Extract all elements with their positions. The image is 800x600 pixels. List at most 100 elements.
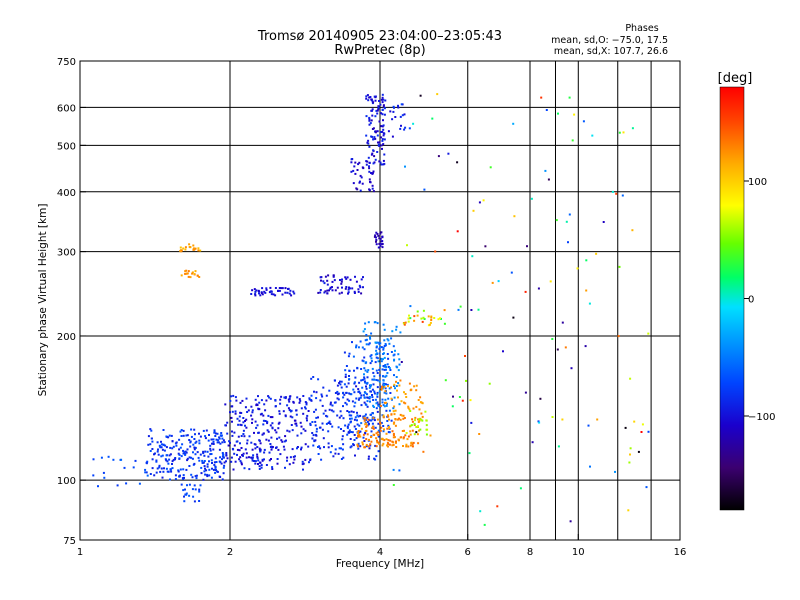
scatter-point — [422, 309, 425, 312]
scatter-point — [182, 434, 185, 437]
scatter-point — [376, 112, 379, 115]
scatter-point — [319, 289, 322, 291]
scatter-point — [258, 401, 261, 404]
scatter-point — [345, 286, 348, 288]
scatter-point — [327, 422, 330, 424]
scatter-point — [340, 447, 342, 450]
scatter-point — [263, 451, 266, 454]
scatter-point — [350, 170, 353, 173]
scatter-point — [379, 405, 382, 407]
scatter-point — [291, 429, 294, 432]
scatter-point — [584, 345, 587, 348]
scatter-point — [344, 424, 347, 427]
scatter-point — [403, 391, 405, 394]
scatter-point — [392, 432, 395, 435]
scatter-point — [378, 343, 381, 346]
scatter-point — [379, 429, 382, 432]
scatter-point — [375, 240, 377, 243]
scatter-point — [236, 448, 239, 451]
scatter-point — [362, 360, 365, 363]
scatter-point — [207, 439, 210, 442]
scatter-point — [382, 159, 385, 162]
scatter-point — [365, 338, 368, 341]
scatter-point — [210, 438, 213, 441]
scatter-point — [371, 184, 374, 187]
scatter-point — [162, 443, 165, 446]
scatter-point — [145, 471, 148, 474]
scatter-point — [359, 180, 361, 183]
scatter-point — [322, 437, 325, 440]
scatter-point — [178, 453, 181, 456]
scatter-point — [329, 403, 332, 406]
scatter-point — [270, 436, 273, 439]
scatter-point — [204, 473, 207, 476]
scatter-point — [239, 411, 242, 414]
scatter-point — [172, 458, 175, 461]
scatter-point — [387, 357, 390, 360]
scatter-point — [244, 420, 246, 422]
scatter-point — [378, 141, 381, 144]
scatter-point — [193, 484, 196, 487]
scatter-point — [166, 460, 169, 463]
scatter-point — [397, 106, 400, 109]
scatter-point — [375, 379, 378, 381]
scatter-point — [357, 346, 360, 349]
scatter-point — [329, 451, 332, 454]
scatter-point — [400, 103, 403, 106]
scatter-point — [234, 410, 237, 413]
scatter-point — [377, 106, 380, 109]
scatter-point — [356, 445, 359, 448]
scatter-point — [138, 482, 141, 485]
scatter-point — [197, 456, 200, 459]
scatter-point — [204, 437, 207, 440]
scatter-point — [184, 488, 186, 491]
scatter-point — [289, 456, 292, 459]
scatter-point — [379, 242, 382, 245]
scatter-point — [188, 439, 191, 441]
scatter-point — [355, 437, 358, 440]
scatter-point — [377, 441, 380, 444]
scatter-point — [370, 419, 373, 422]
scatter-point — [251, 409, 254, 412]
scatter-point — [383, 386, 386, 389]
scatter-point — [367, 343, 370, 346]
scatter-point — [347, 431, 350, 434]
scatter-point — [383, 365, 386, 368]
scatter-point — [196, 451, 199, 454]
scatter-point — [253, 288, 256, 291]
scatter-point — [244, 448, 247, 451]
scatter-point — [195, 440, 198, 443]
scatter-point — [374, 353, 377, 356]
scatter-point — [368, 447, 371, 450]
scatter-point — [392, 105, 395, 108]
scatter-point — [383, 356, 386, 359]
scatter-point — [322, 386, 325, 389]
y-tick-label: 750 — [57, 57, 76, 68]
y-tick-label: 600 — [57, 103, 76, 114]
scatter-point — [489, 166, 492, 169]
scatter-point — [364, 322, 367, 325]
scatter-point — [365, 393, 368, 396]
scatter-point — [561, 418, 564, 421]
scatter-point — [349, 421, 352, 424]
scatter-point — [274, 287, 277, 289]
scatter-point — [408, 382, 411, 385]
scatter-point — [400, 436, 403, 439]
scatter-point — [362, 330, 365, 333]
x-tick-label: 2 — [227, 547, 233, 558]
scatter-point — [274, 294, 277, 297]
scatter-point — [380, 357, 383, 360]
scatter-point — [185, 468, 188, 471]
scatter-point — [274, 429, 277, 432]
scatter-point — [315, 434, 318, 437]
scatter-point — [390, 413, 393, 416]
scatter-point — [384, 99, 387, 102]
scatter-point — [320, 458, 323, 461]
scatter-point — [451, 405, 454, 408]
scatter-point — [338, 416, 341, 419]
scatter-point — [430, 315, 433, 318]
scatter-point — [229, 441, 231, 444]
scatter-point — [226, 457, 229, 460]
scatter-point — [354, 376, 357, 379]
scatter-point — [366, 381, 369, 384]
